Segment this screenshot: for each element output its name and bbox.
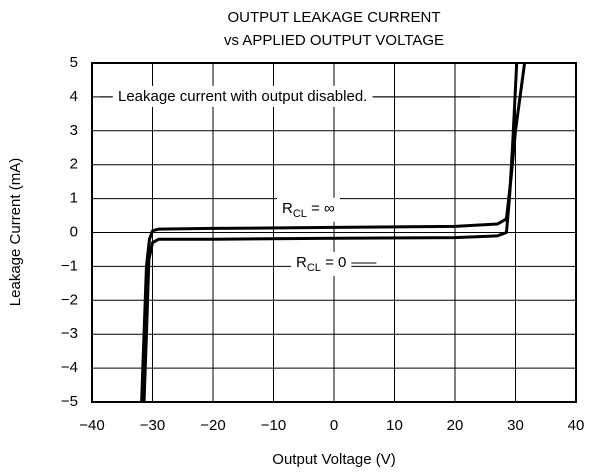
x-tick-label: −10 xyxy=(261,417,286,434)
chart-title: vs APPLIED OUTPUT VOLTAGE xyxy=(224,32,444,49)
y-tick-label: 1 xyxy=(70,190,78,207)
label-part: = ∞ xyxy=(307,200,335,217)
plot-frame xyxy=(91,62,577,403)
annotation: Leakage current with output disabled. xyxy=(118,88,367,105)
x-tick-label: −40 xyxy=(79,417,104,434)
y-tick-label: 5 xyxy=(70,54,78,71)
x-tick-label: 0 xyxy=(330,417,338,434)
label-subscript: CL xyxy=(293,208,307,220)
y-tick-label: −5 xyxy=(61,393,78,410)
x-tick-label: −30 xyxy=(140,417,165,434)
y-tick-label: 0 xyxy=(70,223,78,240)
y-tick-label: 3 xyxy=(70,122,78,139)
y-tick-label: −2 xyxy=(61,291,78,308)
y-tick-label: 4 xyxy=(70,88,78,105)
y-tick-label: −3 xyxy=(61,325,78,342)
label-background xyxy=(113,85,373,107)
y-tick-label: 2 xyxy=(70,156,78,173)
series-label: RCL = ∞ xyxy=(282,200,335,220)
x-axis-label: Output Voltage (V) xyxy=(272,451,395,468)
x-tick-label: 30 xyxy=(507,417,524,434)
label-part: R xyxy=(282,200,293,217)
series-label: RCL = 0 xyxy=(296,254,346,274)
series-line xyxy=(142,62,519,403)
label-part: = 0 xyxy=(321,254,346,271)
x-tick-label: 40 xyxy=(568,417,585,434)
x-tick-label: 20 xyxy=(447,417,464,434)
x-tick-label: 10 xyxy=(386,417,403,434)
label-background xyxy=(291,251,352,276)
label-background xyxy=(277,197,341,222)
y-tick-label: −4 xyxy=(61,359,78,376)
label-subscript: CL xyxy=(307,262,321,274)
y-tick-label: −1 xyxy=(61,257,78,274)
label-part: R xyxy=(296,254,307,271)
x-tick-label: −20 xyxy=(200,417,225,434)
y-axis-label: Leakage Current (mA) xyxy=(7,158,24,306)
chart-title: OUTPUT LEAKAGE CURRENT xyxy=(227,9,440,26)
